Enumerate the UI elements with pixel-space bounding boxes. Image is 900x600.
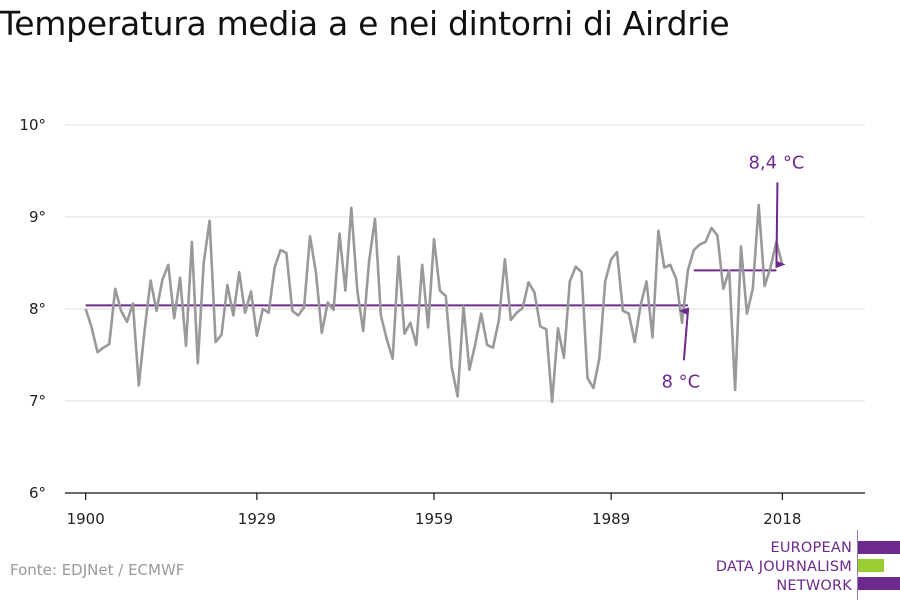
logo-bar-purple-bottom [858, 577, 900, 590]
y-tick-label: 7° [29, 392, 46, 410]
x-tick-label: 1929 [238, 510, 276, 528]
y-tick-label: 9° [29, 208, 46, 226]
y-tick-label: 6° [29, 484, 46, 502]
logo-line-data-journalism: DATA JOURNALISM [715, 559, 852, 575]
chart-title: Temperatura media a e nei dintorni di Ai… [0, 4, 730, 43]
logo-divider [857, 530, 858, 600]
logo-bar-green [858, 559, 884, 572]
y-axis-ticks: 6° 7° 8° 9° 10° [19, 116, 46, 502]
source-credit: Fonte: EDJNet / ECMWF [10, 561, 185, 579]
logo-line-european: EUROPEAN [770, 540, 852, 556]
x-tick-label: 2018 [763, 510, 801, 528]
y-tick-label: 10° [19, 116, 46, 134]
y-tick-label: 8° [29, 300, 46, 318]
annotation-arrow-8c [678, 307, 690, 361]
edjnet-logo: EUROPEAN DATA JOURNALISM NETWORK [710, 530, 900, 600]
x-tick-label: 1959 [415, 510, 453, 528]
annotations: 8 °C 8,4 °C [662, 152, 805, 392]
logo-line-network: NETWORK [776, 578, 852, 594]
gridlines [65, 124, 865, 402]
x-tick-label: 1989 [592, 510, 630, 528]
logo-text: EUROPEAN DATA JOURNALISM NETWORK [716, 539, 852, 596]
temperature-series-line [84, 203, 784, 404]
x-axis-ticks: 1900 1929 1959 1989 2018 [67, 493, 801, 528]
annotation-arrow-84c [775, 182, 786, 269]
annotation-label-84c: 8,4 °C [748, 152, 804, 173]
logo-bar-purple-top [858, 541, 900, 554]
x-tick-label: 1900 [67, 510, 105, 528]
annotation-label-8c: 8 °C [662, 371, 701, 392]
